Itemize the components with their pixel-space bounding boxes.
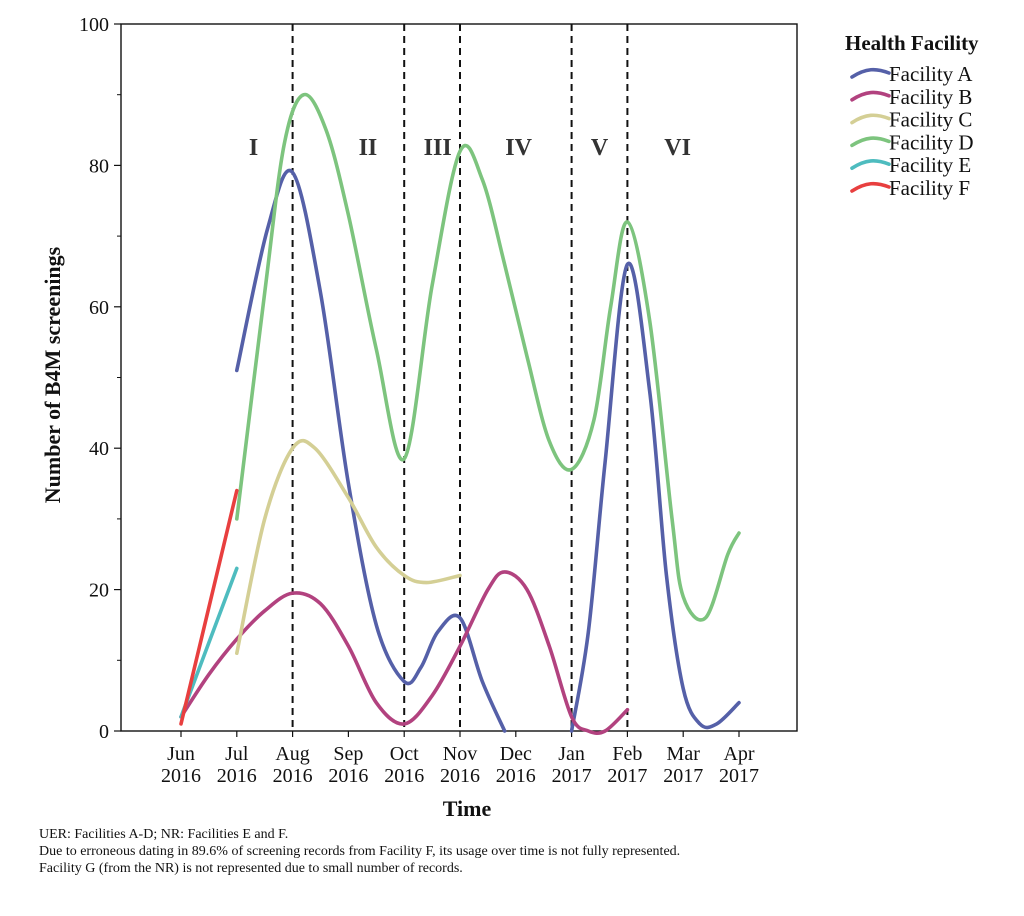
y-tick-label: 20 (89, 580, 109, 602)
x-tick-label-year: 2016 (496, 765, 536, 787)
y-tick-label: 0 (99, 721, 109, 743)
x-tick-label-year: 2016 (328, 765, 368, 787)
legend-label-facility-d: Facility D (889, 130, 974, 154)
x-tick-label-year: 2016 (217, 765, 257, 787)
x-tick-label-year: 2016 (384, 765, 424, 787)
series-line-facility-a (569, 261, 741, 733)
legend-label-facility-b: Facility B (889, 85, 972, 109)
x-tick-label-year: 2016 (440, 765, 480, 787)
series-line-facility-c (235, 438, 462, 656)
footnote-2: Due to erroneous dating in 89.6% of scre… (39, 844, 681, 859)
series-line-facility-f (179, 488, 239, 726)
period-label: V (591, 135, 609, 161)
y-tick-label: 100 (79, 14, 109, 36)
legend-swatch-facility-f (850, 181, 891, 193)
legend-label-facility-e: Facility E (889, 153, 971, 177)
x-tick-label-year: 2017 (607, 765, 647, 787)
series-line-facility-d (235, 92, 741, 622)
x-tick-label-month: Mar (667, 743, 701, 765)
x-tick-label-month: Oct (390, 743, 419, 765)
x-tick-label-year: 2016 (161, 765, 201, 787)
legend-label-facility-f: Facility F (889, 176, 970, 200)
legend-label-facility-a: Facility A (889, 62, 973, 86)
y-tick-label: 40 (89, 438, 109, 460)
x-tick-label-month: Dec (500, 743, 532, 765)
legend-swatch-facility-b (850, 90, 891, 102)
legend-swatch-facility-d (850, 136, 891, 148)
legend-swatch-facility-c (850, 113, 891, 125)
x-tick-label-month: Nov (443, 743, 477, 765)
x-axis-title: Time (443, 796, 492, 821)
plot-area: 020406080100Jun2016Jul2016Aug2016Sep2016… (79, 14, 798, 787)
period-label: I (249, 135, 258, 161)
period-label: III (424, 135, 452, 161)
x-tick-label-year: 2017 (663, 765, 703, 787)
x-tick-label-month: Jun (167, 743, 195, 765)
period-label: IV (505, 135, 532, 161)
x-tick-label-month: Apr (723, 743, 754, 765)
x-tick-label-month: Feb (612, 743, 642, 765)
legend-swatch-facility-e (850, 159, 891, 170)
y-tick-label: 80 (89, 155, 109, 177)
period-label: VI (664, 135, 691, 161)
footnote-3: Facility G (from the NR) is not represen… (39, 861, 463, 876)
footnote-1: UER: Facilities A-D; NR: Facilities E an… (39, 827, 289, 842)
legend-swatch-facility-a (850, 67, 891, 79)
legend-title: Health Facility (845, 31, 979, 55)
y-tick-label: 60 (89, 297, 109, 319)
x-tick-label-year: 2016 (273, 765, 313, 787)
series-line-facility-a (235, 168, 507, 733)
footnotes: UER: Facilities A-D; NR: Facilities E an… (39, 826, 680, 877)
period-label: II (359, 135, 378, 161)
x-tick-label-month: Jan (558, 743, 585, 765)
x-tick-label-year: 2017 (719, 765, 759, 787)
legend-label-facility-c: Facility C (889, 108, 972, 132)
x-tick-label-month: Sep (333, 743, 363, 765)
x-tick-label-year: 2017 (552, 765, 592, 787)
y-axis-title: Number of B4M screenings (40, 246, 65, 503)
series-line-facility-b (179, 570, 630, 736)
x-tick-label-month: Aug (275, 743, 309, 765)
x-tick-label-month: Jul (225, 743, 249, 765)
